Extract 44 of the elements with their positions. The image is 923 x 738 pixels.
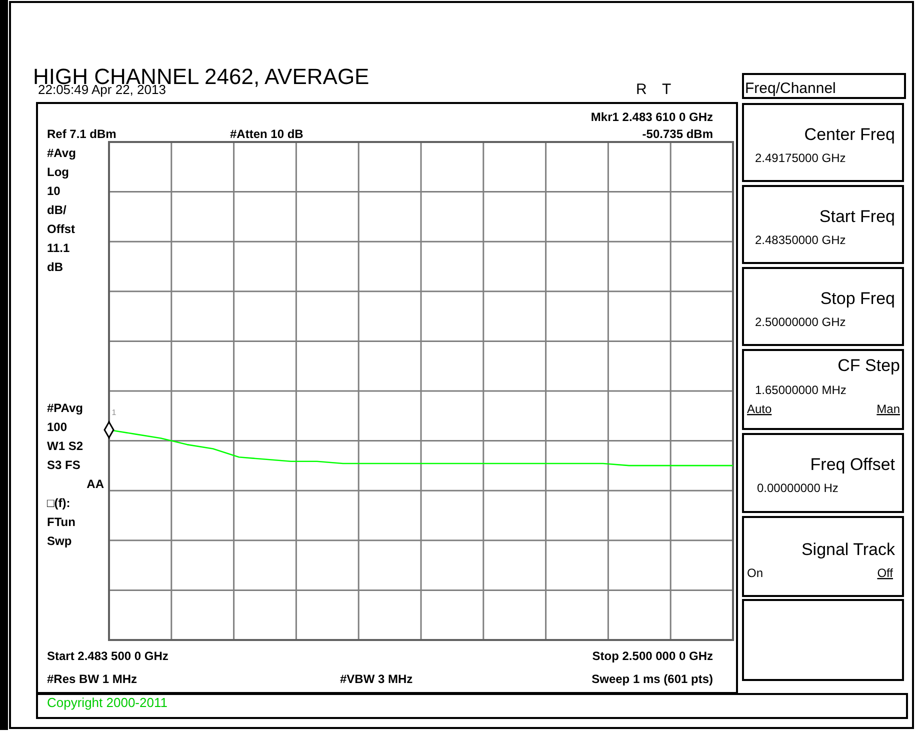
text: S3 FS [47, 458, 80, 472]
text: #VBW 3 MHz [340, 672, 413, 686]
text: Freq Offset [810, 455, 896, 474]
text: Signal Track [801, 540, 896, 559]
text: 1.65000000 MHz [755, 383, 846, 397]
text: 0.00000000 Hz [757, 481, 838, 495]
text: CF Step [838, 356, 900, 375]
text: #PAvg [47, 401, 84, 415]
text: 100 [47, 420, 68, 434]
text: AA [86, 477, 104, 491]
text: Copyright 2000-2011 [47, 695, 168, 710]
text: Log [47, 165, 69, 179]
text: #Res BW 1 MHz [47, 672, 138, 686]
text: Sweep 1 ms (601 pts) [592, 672, 713, 686]
text: 11.1 [47, 241, 70, 255]
text: -50.735 dBm [642, 127, 713, 141]
text: □(f): [47, 496, 70, 510]
text: #Atten 10 dB [230, 127, 304, 141]
text: Swp [47, 534, 72, 548]
text: FTun [47, 515, 76, 529]
text: 2.50000000 GHz [755, 315, 846, 329]
text: 1 [112, 408, 117, 417]
text: W1 S2 [47, 439, 84, 453]
text: 2.49175000 GHz [755, 151, 846, 165]
text: Freq/Channel [745, 80, 836, 97]
text: 2.48350000 GHz [755, 233, 846, 247]
text: On [747, 566, 764, 580]
text: Start Freq [819, 207, 895, 226]
text: Mkr1 2.483 610 0 GHz [590, 110, 713, 124]
text: dB/ [47, 203, 67, 217]
text: R [636, 81, 647, 98]
text: Stop 2.500 000 0 GHz [592, 649, 713, 663]
text: T [662, 81, 672, 98]
text: 10 [47, 184, 61, 198]
text: Auto [747, 402, 772, 416]
text: dB [47, 260, 64, 274]
text: Ref 7.1 dBm [47, 127, 116, 141]
text: Man [876, 402, 900, 416]
text: Offst [47, 222, 75, 236]
text: Start 2.483 500 0 GHz [47, 649, 168, 663]
text: Off [877, 566, 894, 580]
text: Stop Freq [820, 289, 895, 308]
text: #Avg [47, 146, 76, 160]
text: Center Freq [804, 125, 895, 144]
